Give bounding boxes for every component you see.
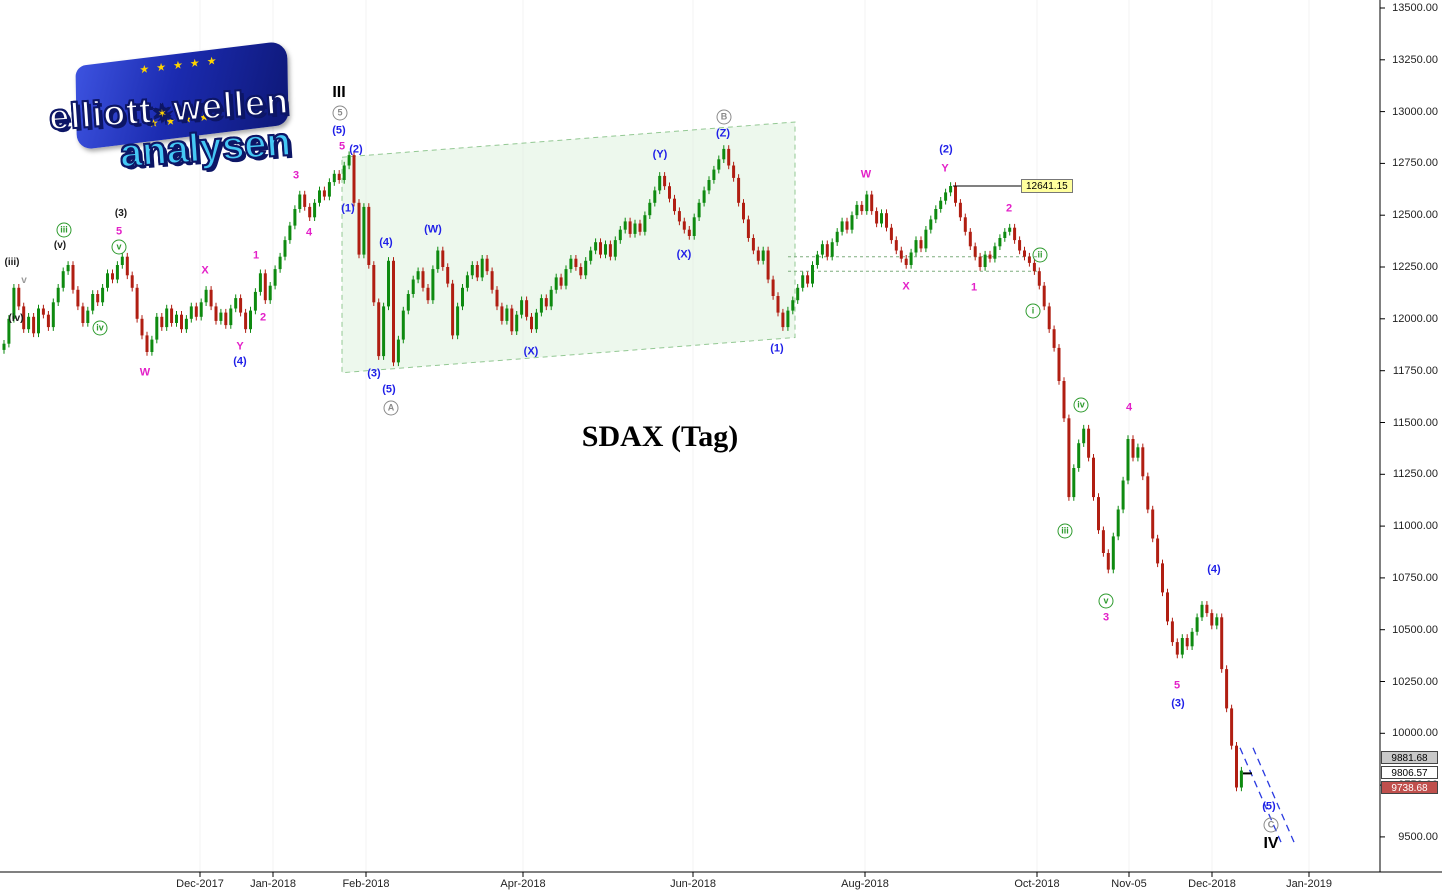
projection-line	[1239, 747, 1282, 843]
projection-line	[1252, 747, 1295, 843]
wave-channel	[341, 121, 796, 374]
